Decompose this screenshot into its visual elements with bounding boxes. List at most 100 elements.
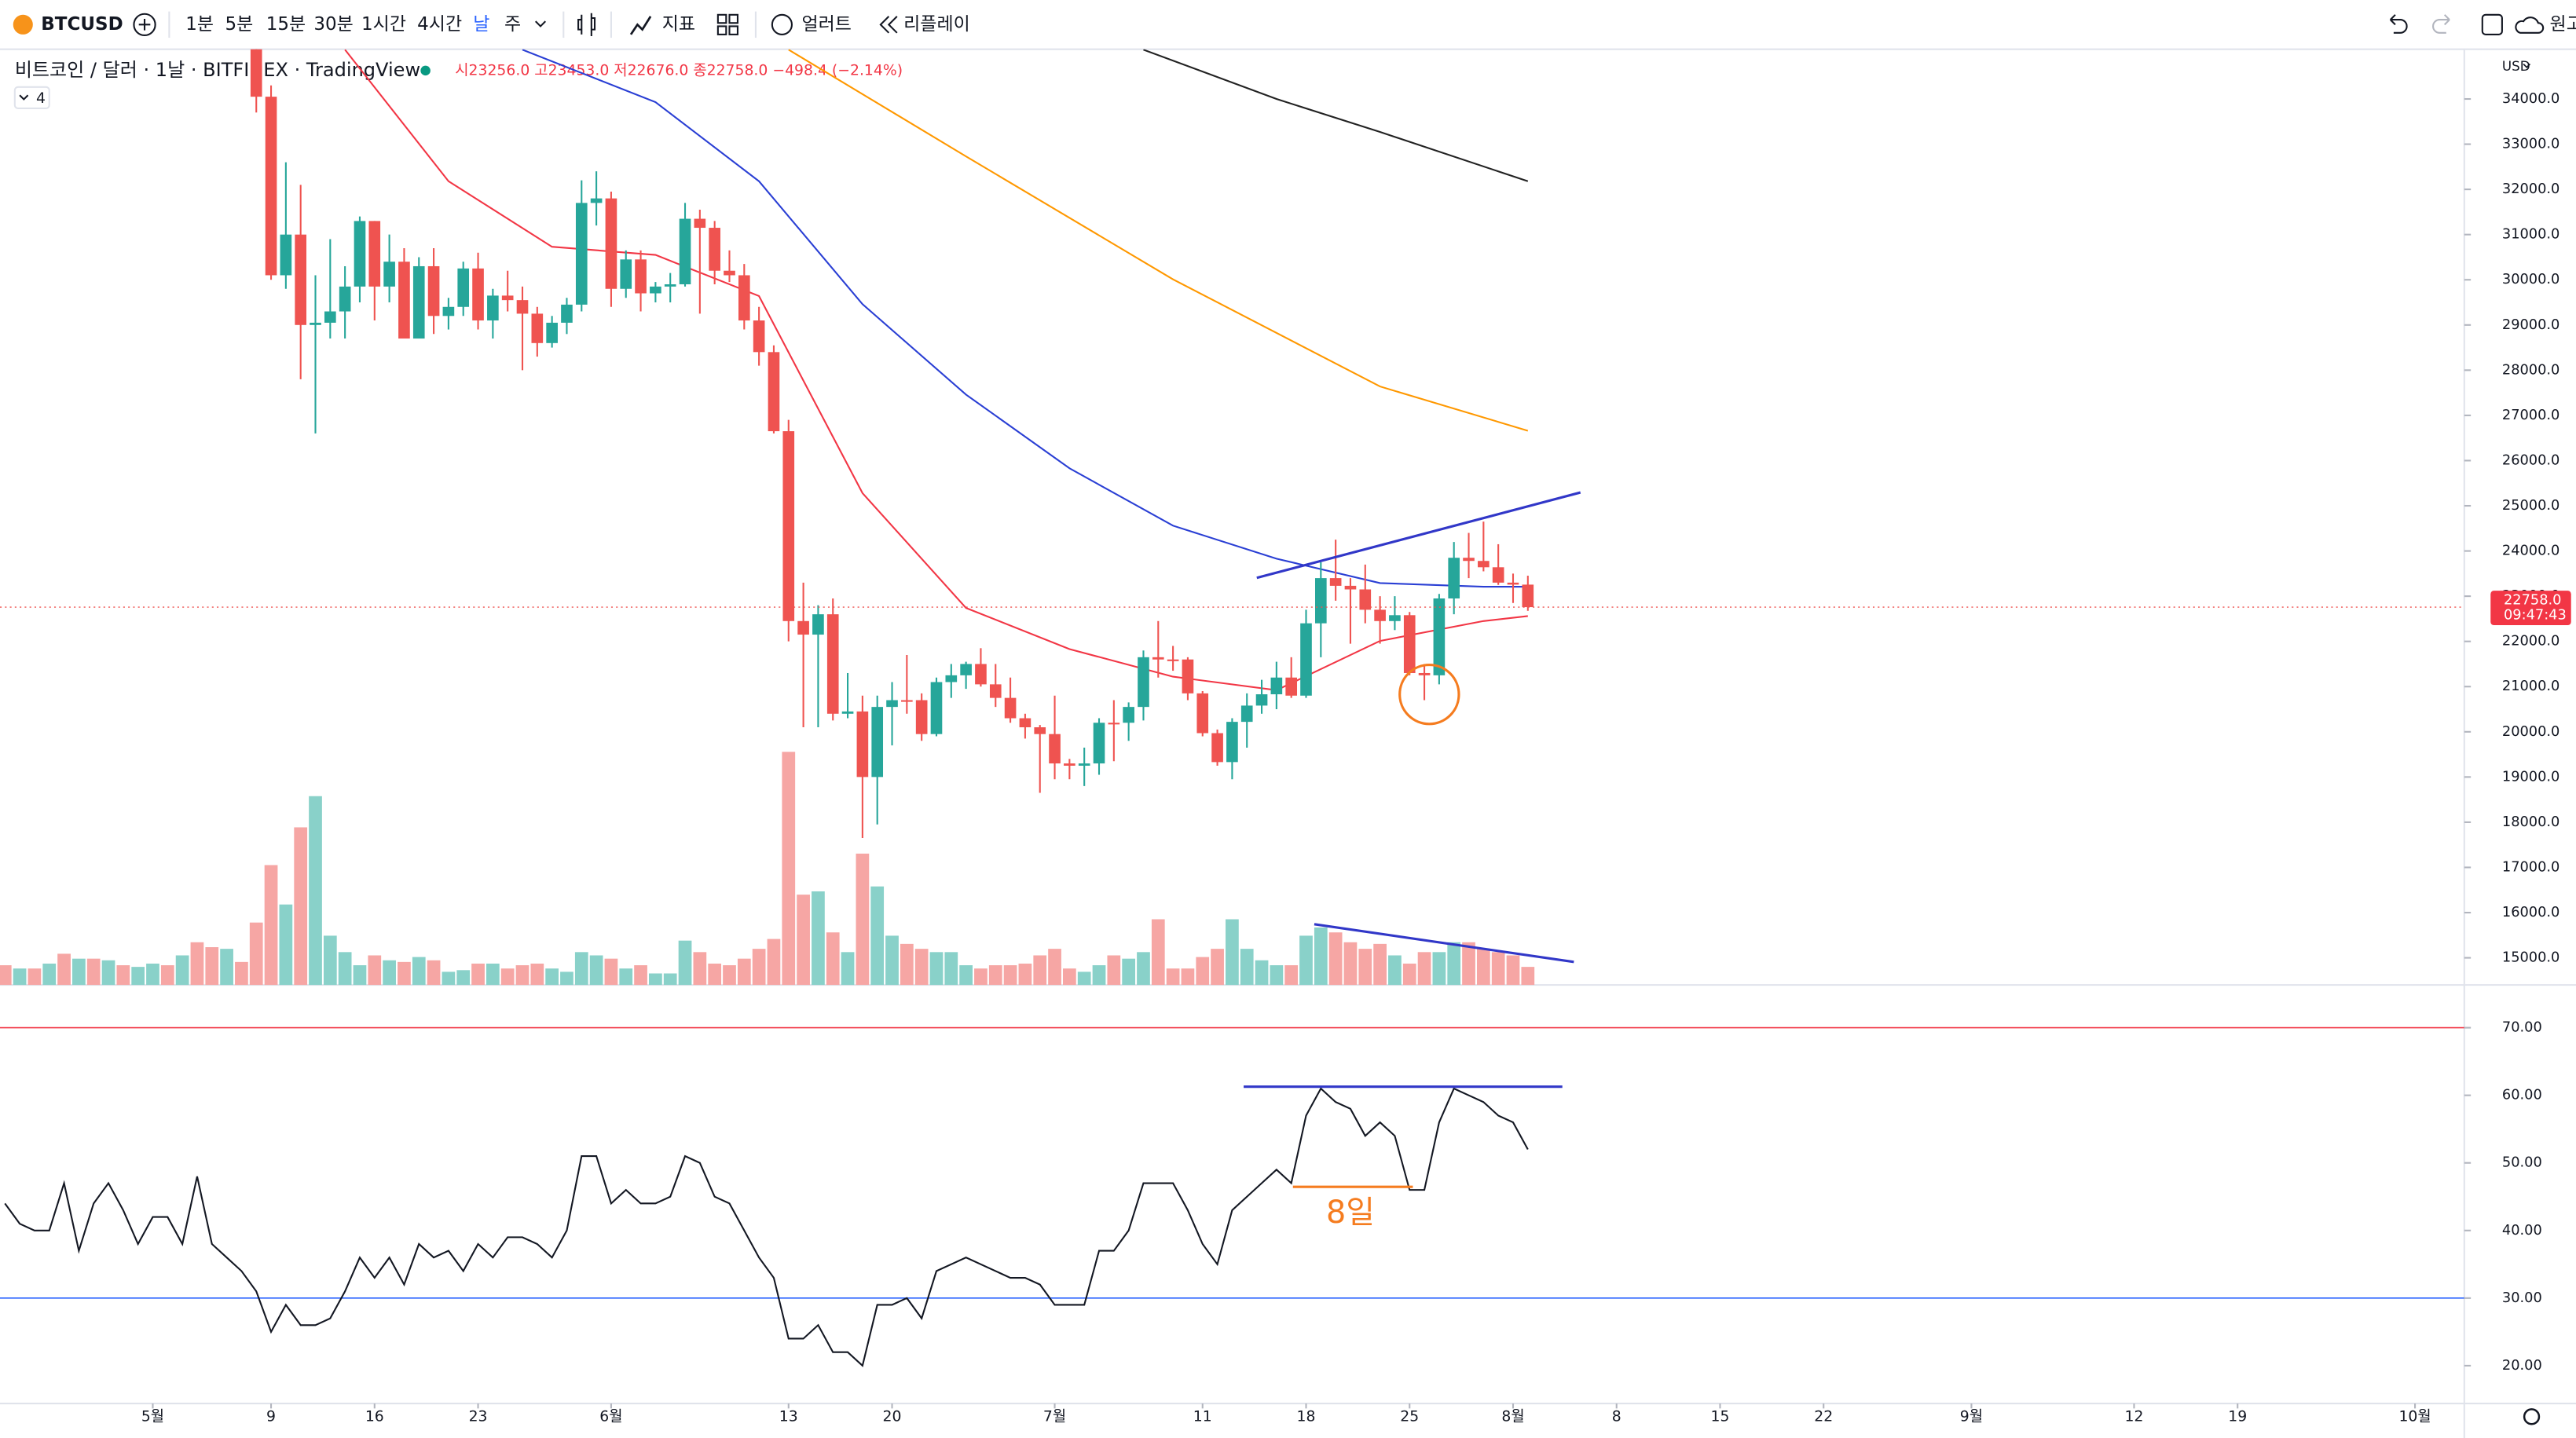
volume-bar bbox=[1107, 955, 1121, 986]
volume-bar bbox=[1033, 955, 1047, 986]
candle-body bbox=[472, 268, 484, 321]
volume-bar bbox=[974, 968, 988, 986]
x-tick-label: 12 bbox=[2125, 1408, 2144, 1425]
candle-body bbox=[280, 234, 292, 276]
volume-bar bbox=[456, 970, 471, 986]
interval[interactable]: 4시간 bbox=[417, 14, 462, 35]
indicators-button[interactable]: 지표 bbox=[662, 14, 695, 35]
rsi-line bbox=[4, 1087, 1529, 1367]
candle-body bbox=[295, 234, 307, 325]
candle-body bbox=[1300, 623, 1312, 696]
toolbar bbox=[0, 0, 2576, 49]
volume-bar bbox=[530, 963, 544, 986]
moving-average bbox=[522, 49, 1528, 588]
x-tick-label: 9월 bbox=[1960, 1407, 1983, 1425]
annotation-text: 8일 bbox=[1326, 1195, 1375, 1231]
volume-bar bbox=[1270, 965, 1284, 986]
x-tick-label: 15 bbox=[1711, 1408, 1730, 1425]
moving-average bbox=[1143, 49, 1529, 182]
candle-body bbox=[960, 664, 972, 675]
fullscreen-button[interactable] bbox=[2481, 13, 2503, 35]
candle-body bbox=[1433, 598, 1446, 675]
volume-bar bbox=[294, 827, 308, 986]
volume-bar bbox=[1196, 957, 1210, 986]
layout-icon[interactable] bbox=[716, 13, 727, 24]
countdown-label: 09:47:43 bbox=[2504, 608, 2567, 624]
candle-body bbox=[516, 300, 529, 314]
volume-bar bbox=[515, 965, 529, 986]
volume-bar bbox=[1476, 949, 1490, 986]
candle-body bbox=[1329, 578, 1342, 586]
candle-body bbox=[664, 284, 676, 287]
candle-body bbox=[442, 306, 455, 317]
volume-bar bbox=[1343, 942, 1358, 986]
volume-bar bbox=[1166, 968, 1180, 986]
interval[interactable]: 15분 bbox=[266, 14, 306, 35]
volume-bar bbox=[1063, 968, 1076, 986]
volume-bar bbox=[1092, 965, 1106, 986]
candle-body bbox=[1004, 697, 1017, 719]
candle-body bbox=[1374, 609, 1386, 621]
interval[interactable]: 5분 bbox=[225, 14, 253, 35]
volume-bar bbox=[1314, 927, 1328, 986]
last-price-box bbox=[2490, 591, 2571, 626]
volume-bar bbox=[1447, 942, 1461, 986]
volume-bar bbox=[101, 960, 115, 986]
replay-button[interactable]: 리플레이 bbox=[903, 14, 970, 35]
candle-body bbox=[1359, 589, 1372, 610]
y-tick-label: 19000.0 bbox=[2502, 769, 2560, 785]
candle-body bbox=[605, 198, 617, 289]
unit-chevron bbox=[2523, 63, 2531, 68]
volume-bar bbox=[160, 965, 174, 986]
candle-body bbox=[738, 275, 750, 321]
candle-body bbox=[1344, 585, 1357, 590]
volume-trend-line[interactable] bbox=[1314, 923, 1574, 964]
candle-body bbox=[354, 221, 366, 287]
y-tick-label: 27000.0 bbox=[2502, 408, 2560, 423]
x-tick-label: 16 bbox=[365, 1408, 384, 1425]
y-tick-label: 28000.0 bbox=[2502, 362, 2560, 378]
candle-body bbox=[1123, 707, 1134, 723]
y-tick-label: 31000.0 bbox=[2502, 227, 2560, 243]
rsi-pane bbox=[0, 1026, 2464, 1367]
interval-menu[interactable] bbox=[534, 20, 547, 27]
indicators-icon[interactable] bbox=[629, 16, 652, 35]
y-tick-label: 34000.0 bbox=[2502, 91, 2560, 107]
interval[interactable]: 1시간 bbox=[361, 14, 406, 35]
candle-body bbox=[1049, 734, 1061, 764]
candle-body bbox=[886, 700, 898, 708]
x-tick-label: 8월 bbox=[1501, 1407, 1524, 1425]
publish-button[interactable]: 원고 bbox=[2550, 14, 2576, 35]
axes: 15000.0 16000.0 17000.0 18000.0 19000.0 20000… bbox=[141, 91, 2571, 1425]
volume-bar bbox=[1003, 965, 1017, 986]
volume-bar bbox=[944, 952, 958, 986]
trend-line[interactable] bbox=[1256, 491, 1581, 580]
settings-button[interactable] bbox=[2523, 1408, 2541, 1425]
candle-body bbox=[1138, 657, 1149, 708]
alert-button[interactable]: 얼러트 bbox=[802, 14, 852, 35]
interval[interactable]: 1분 bbox=[185, 14, 214, 35]
chart-type-button[interactable] bbox=[577, 13, 596, 36]
save-icon[interactable] bbox=[2515, 16, 2545, 34]
alert-icon[interactable] bbox=[771, 13, 793, 35]
interval[interactable]: 30분 bbox=[313, 14, 353, 35]
volume-bar bbox=[885, 935, 899, 986]
indicator-toggle[interactable] bbox=[13, 86, 50, 109]
symbol-icon[interactable] bbox=[13, 14, 33, 35]
y-tick-label: 21000.0 bbox=[2502, 679, 2560, 694]
redo-button[interactable] bbox=[2432, 14, 2450, 34]
volume-bar bbox=[175, 955, 189, 986]
candle-body bbox=[1034, 727, 1046, 734]
volume-bar bbox=[900, 943, 914, 986]
compare-button[interactable] bbox=[133, 13, 156, 36]
candle-body bbox=[575, 203, 588, 305]
interval-active[interactable]: 날 bbox=[473, 14, 489, 35]
replay-icon[interactable] bbox=[879, 16, 898, 34]
undo-button[interactable] bbox=[2389, 14, 2408, 34]
y-tick-label: 32000.0 bbox=[2502, 181, 2560, 197]
symbol[interactable]: BTCUSD bbox=[41, 14, 123, 35]
volume-bar bbox=[767, 939, 781, 986]
highlight-circle[interactable] bbox=[1398, 663, 1460, 726]
interval[interactable]: 주 bbox=[504, 14, 521, 35]
volume-bar bbox=[1226, 919, 1239, 986]
